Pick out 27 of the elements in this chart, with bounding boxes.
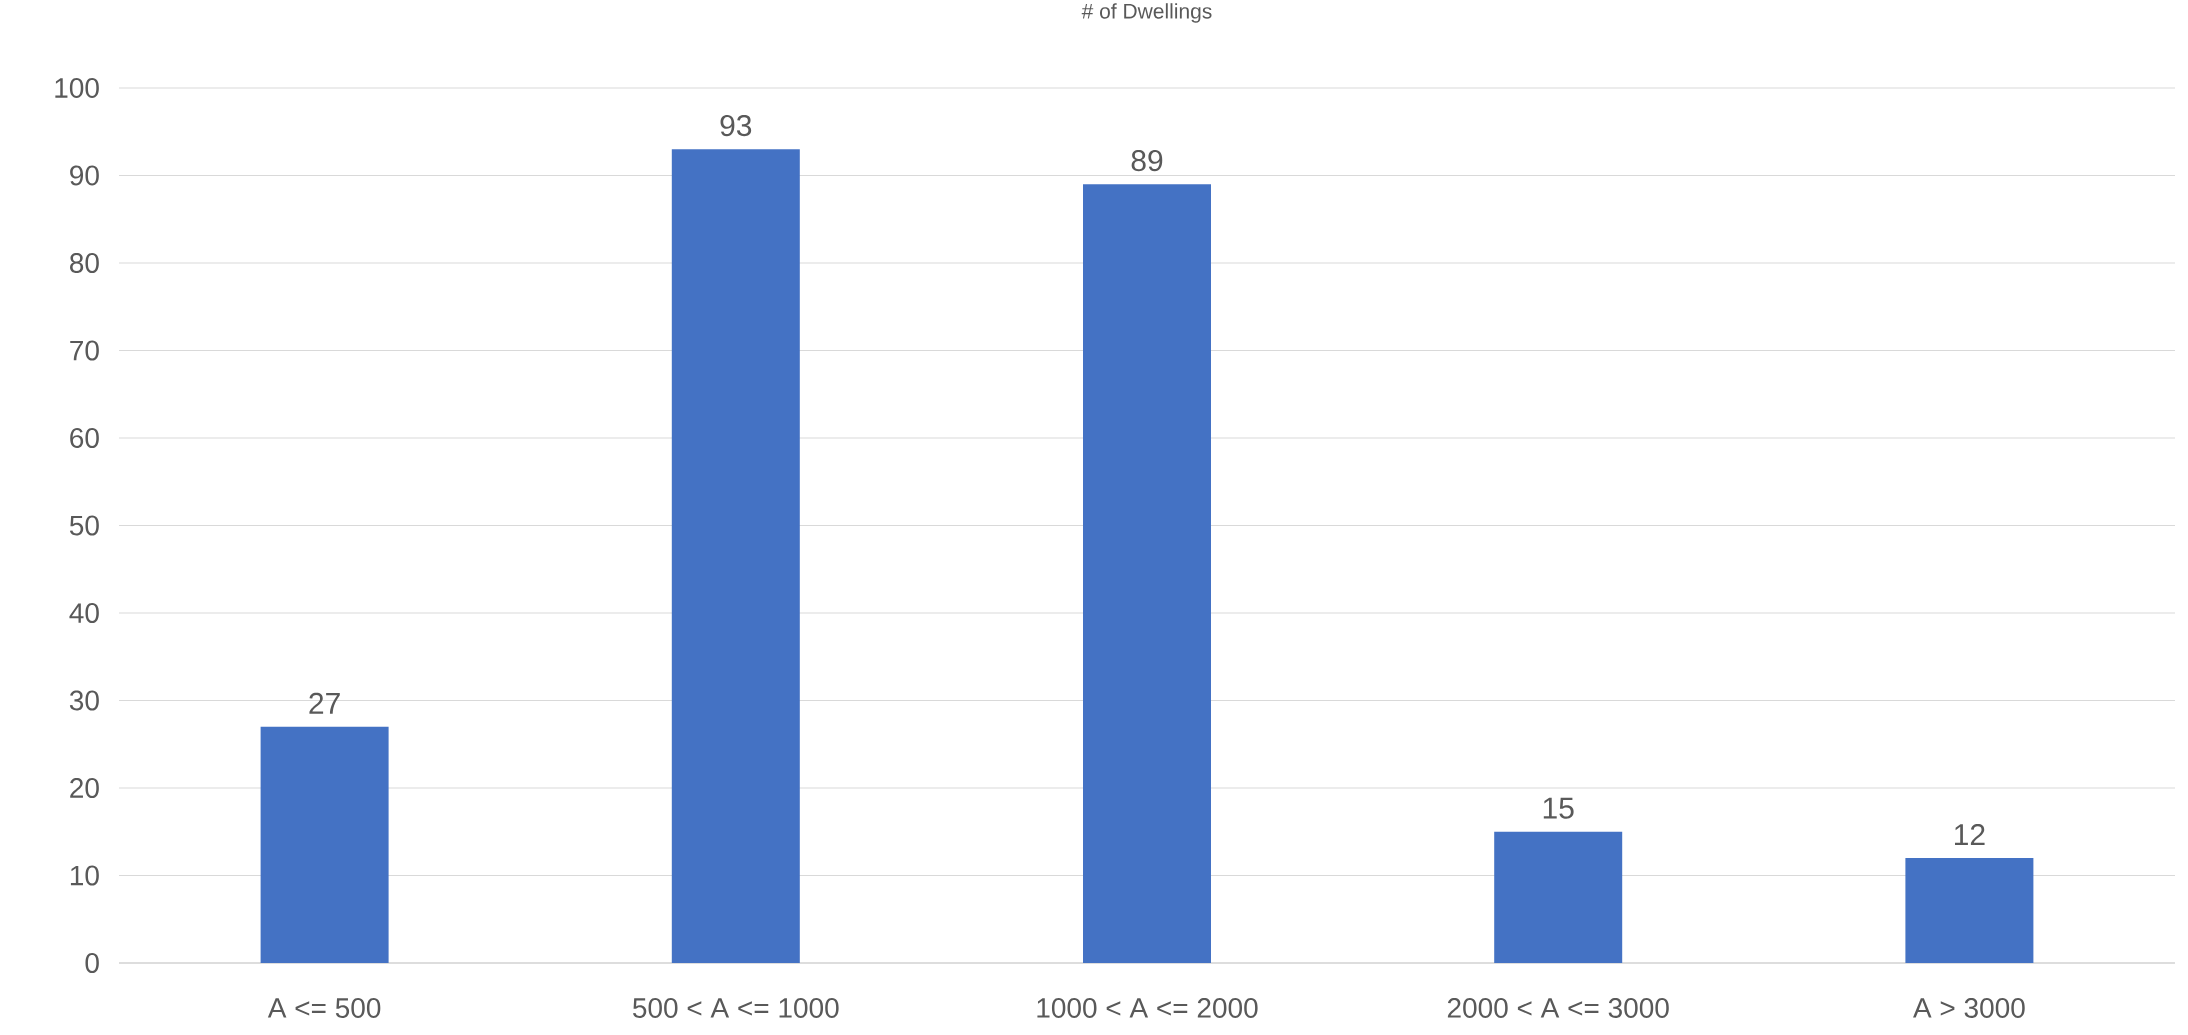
y-tick-label: 40: [69, 603, 99, 623]
y-tick-label: 10: [70, 865, 99, 886]
x-tick-label: 500 < A <= 1000: [633, 998, 839, 1018]
data-label: 12: [1955, 823, 1985, 845]
y-tick-label: 90: [70, 165, 99, 186]
y-tick-label: 60: [70, 428, 99, 448]
bar: [1494, 831, 1623, 963]
y-tick-label: 30: [69, 690, 99, 711]
data-label: 93: [720, 114, 752, 137]
y-tick-label: 100: [55, 78, 99, 98]
bar: [260, 726, 389, 963]
data-label: 27: [309, 692, 340, 714]
x-tick-label: 2000 < A <= 3000: [1447, 998, 1669, 1018]
y-tick-label: 0: [85, 953, 99, 973]
data-label: 15: [1543, 797, 1574, 819]
y-tick-label: 70: [70, 340, 99, 361]
x-tick-label: 1000 < A <= 2000: [1037, 998, 1258, 1018]
y-tick-label: 20: [70, 778, 99, 798]
chart-title: # of Dwellings: [1081, 3, 1212, 23]
bar: [671, 149, 800, 963]
bar: [1083, 184, 1211, 963]
y-tick-label: 50: [69, 515, 99, 536]
y-tick-label: 80: [70, 253, 99, 273]
x-tick-label: A > 3000: [1913, 998, 2025, 1018]
bar: [1905, 858, 2034, 963]
data-label: 89: [1131, 149, 1163, 172]
x-tick-label: A <= 500: [267, 998, 381, 1018]
